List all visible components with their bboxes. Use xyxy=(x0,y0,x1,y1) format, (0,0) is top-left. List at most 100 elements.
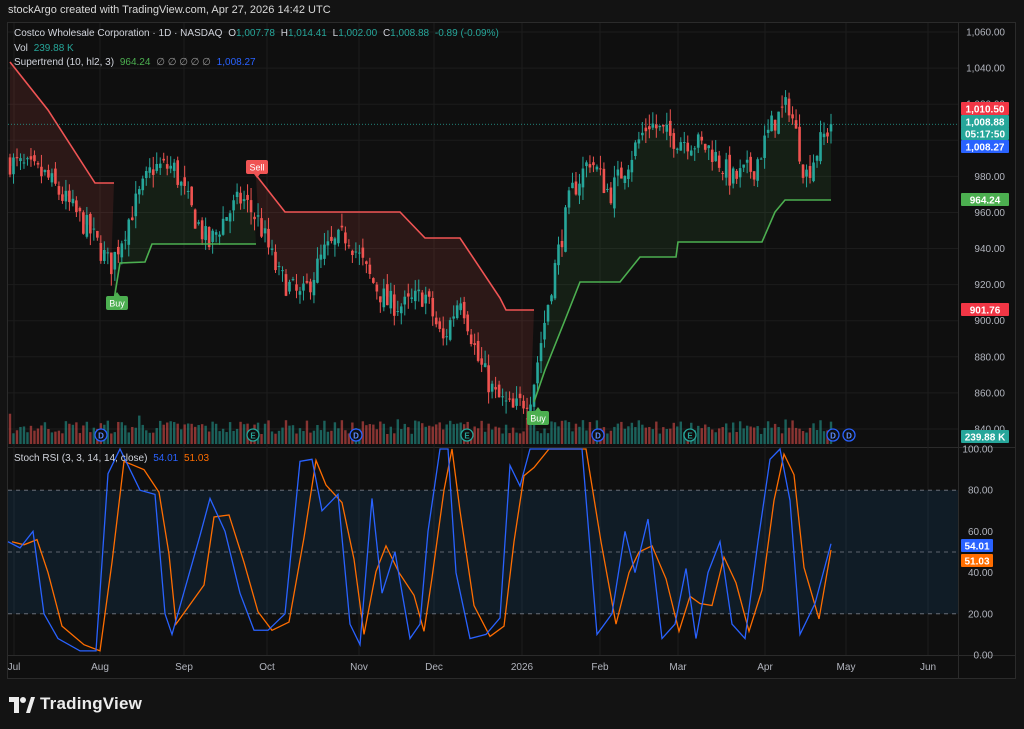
candle-body xyxy=(564,207,567,252)
ohlc-o: 1,007.78 xyxy=(235,28,275,39)
volume-bar xyxy=(344,430,347,444)
volume-bar xyxy=(438,422,441,444)
volume-bar xyxy=(113,432,117,444)
candle-body xyxy=(668,120,672,136)
volume-bar xyxy=(239,421,242,444)
volume-bar xyxy=(323,420,326,444)
dividend-marker-label: D xyxy=(830,432,836,441)
supertrend-legend[interactable]: Supertrend (10, hl2, 3) 964.24 ∅ ∅ ∅ ∅ ∅… xyxy=(14,57,259,68)
volume-bar xyxy=(211,421,214,444)
tradingview-logo-text[interactable]: TradingView xyxy=(40,694,143,713)
symbol-legend[interactable]: Costco Wholesale Corporation · 1D · NASD… xyxy=(14,28,502,39)
volume-bar xyxy=(539,433,543,444)
candle-body xyxy=(714,151,718,162)
volume-bar xyxy=(173,422,176,444)
stoch-rsi-legend[interactable]: Stoch RSI (3, 3, 14, 14, close) 54.01 51… xyxy=(14,453,212,464)
volume-bar xyxy=(365,425,368,444)
candle-body xyxy=(61,194,64,201)
volume-bar xyxy=(386,433,389,444)
stoch-rsi-d-line xyxy=(11,448,832,652)
candle-body xyxy=(47,169,50,178)
candle-body xyxy=(634,142,637,157)
candle-body xyxy=(316,258,319,283)
candle-body xyxy=(214,232,218,235)
volume-bar xyxy=(445,424,448,444)
volume-bar xyxy=(393,433,396,444)
volume-bar xyxy=(389,426,393,444)
volume-bar xyxy=(581,420,585,444)
candle-body xyxy=(291,279,295,281)
candle-body xyxy=(717,155,721,168)
symbol-name[interactable]: Costco Wholesale Corporation · 1D · NASD… xyxy=(14,28,223,39)
tradingview-logo-icon[interactable] xyxy=(9,697,35,713)
volume-bar xyxy=(738,421,742,444)
candle-body xyxy=(22,162,26,164)
candle-body xyxy=(745,159,749,163)
volume-bar xyxy=(766,421,770,444)
volume-bar xyxy=(518,433,522,444)
volume-legend[interactable]: Vol 239.88 K xyxy=(14,43,77,54)
time-axis-label: Jul xyxy=(8,662,21,673)
candle-body xyxy=(689,150,693,156)
volume-bar xyxy=(704,424,707,444)
volume-bar xyxy=(141,424,144,444)
candle-body xyxy=(333,238,337,245)
candle-body xyxy=(620,167,623,179)
time-axis-label: Feb xyxy=(591,662,609,673)
volume-bar xyxy=(372,424,375,444)
candle-body xyxy=(144,170,148,178)
candle-body xyxy=(700,136,704,141)
candle-body xyxy=(662,124,665,127)
volume-bar xyxy=(658,433,662,444)
volume-bar xyxy=(197,425,200,444)
candle-body xyxy=(207,226,211,248)
volume-bar xyxy=(616,423,620,444)
volume-bar xyxy=(204,425,207,444)
dividend-marker-label: D xyxy=(595,432,601,441)
volume-bar xyxy=(522,431,525,444)
volume-bar xyxy=(731,422,735,444)
candle-body xyxy=(151,169,155,175)
volume-bar xyxy=(228,422,232,444)
candle-body xyxy=(326,241,330,246)
candle-body xyxy=(256,215,260,217)
volume-bar xyxy=(410,433,413,444)
volume-bar xyxy=(588,422,592,444)
rsi-badge-k-text: 54.01 xyxy=(964,542,989,553)
volume-bar xyxy=(777,427,780,444)
candle-body xyxy=(64,190,68,202)
candle-body xyxy=(623,175,627,184)
caption-text: stockArgo created with TradingView.com, … xyxy=(8,4,331,16)
candle-body xyxy=(773,119,777,131)
time-axis-label: May xyxy=(837,662,856,673)
volume-bar xyxy=(718,428,721,444)
volume-bar xyxy=(361,421,365,444)
volume-bar xyxy=(651,429,655,444)
volume-bar xyxy=(662,427,665,444)
volume-bar xyxy=(309,432,312,444)
candle-body xyxy=(424,294,428,304)
sell-signal-pointer xyxy=(254,174,260,178)
volume-bar xyxy=(623,428,627,444)
volume-bar xyxy=(630,422,634,444)
candle-body xyxy=(550,295,553,302)
volume-bar xyxy=(298,428,302,444)
price-badge-countdown-text: 05:17:50 xyxy=(965,130,1005,141)
stoch-rsi-k: 54.01 xyxy=(153,453,179,464)
candle-body xyxy=(473,343,476,345)
time-axis-label: Aug xyxy=(91,662,109,673)
candle-body xyxy=(735,170,738,179)
candle-body xyxy=(529,404,532,411)
candle-body xyxy=(613,177,616,209)
candle-body xyxy=(158,163,162,168)
volume-bar xyxy=(564,420,567,444)
volume-bar xyxy=(368,424,372,444)
volume-bar xyxy=(326,431,330,444)
candle-body xyxy=(309,281,312,293)
volume-bar xyxy=(183,424,186,444)
candle-body xyxy=(183,177,186,187)
time-axis-label: Sep xyxy=(175,662,193,673)
candle-body xyxy=(68,190,71,203)
